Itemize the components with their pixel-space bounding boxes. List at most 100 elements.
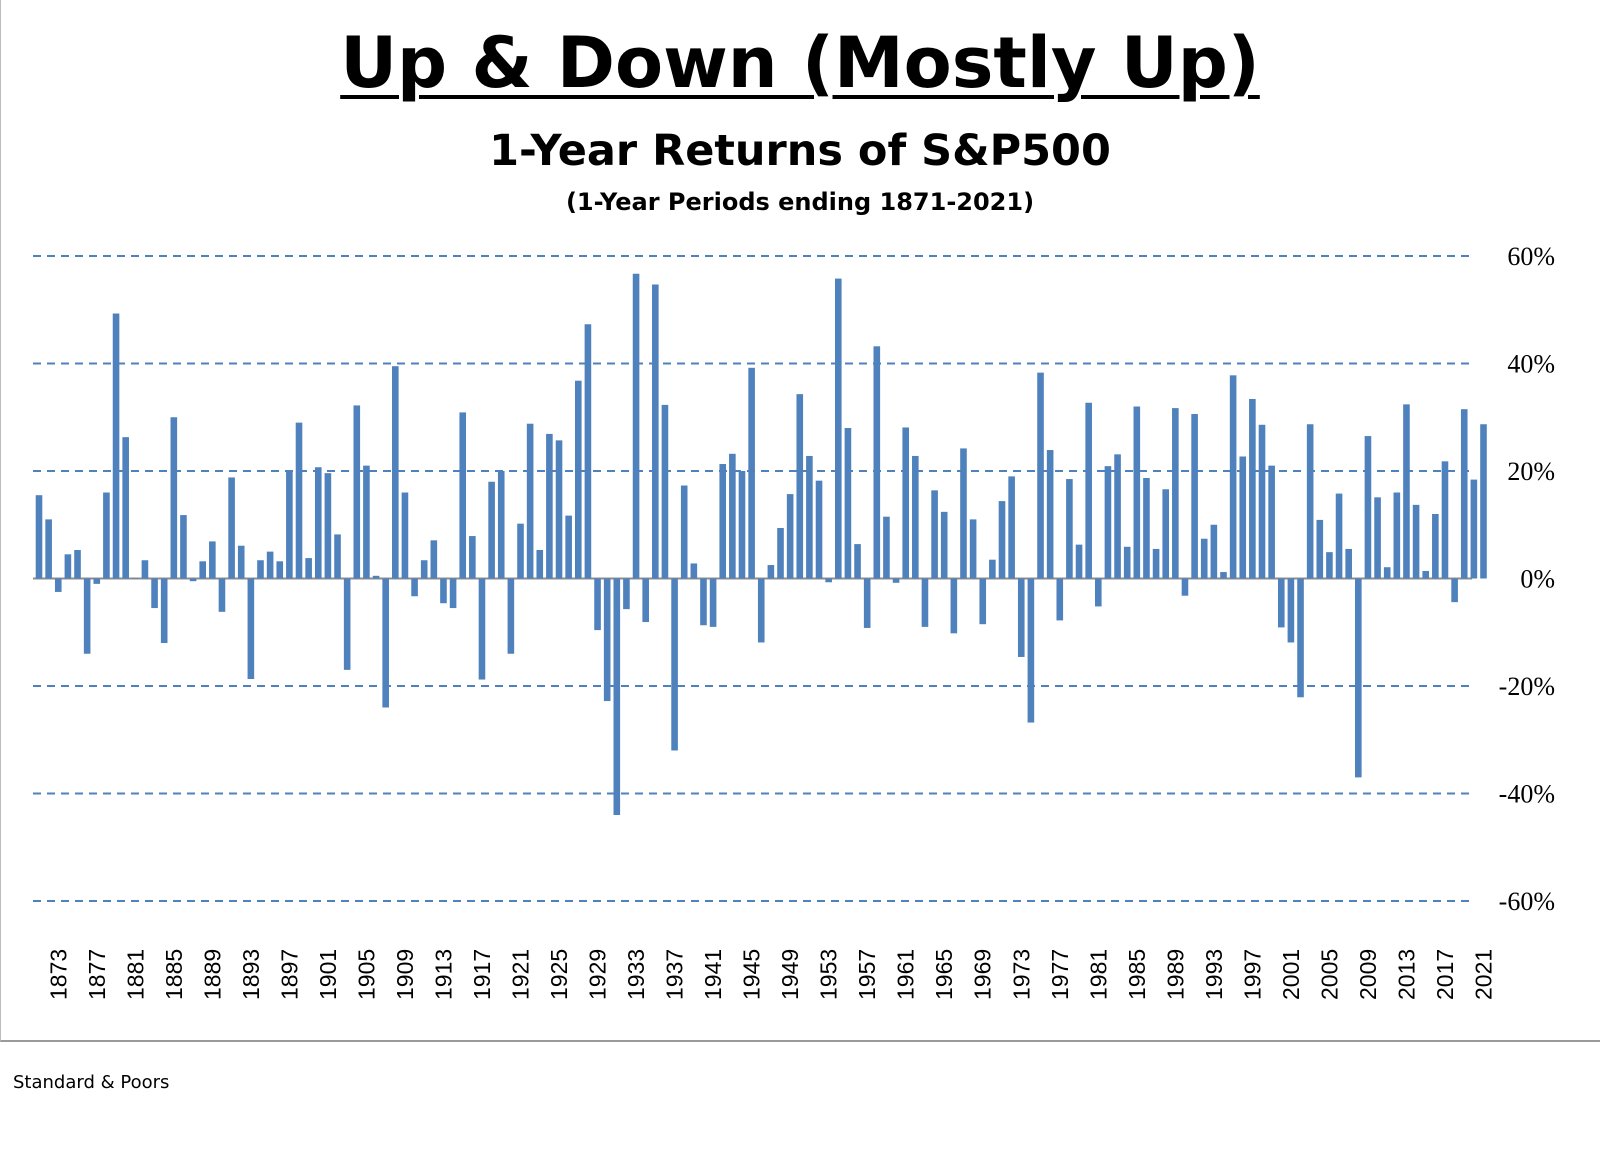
bar-1881 [132,578,139,579]
bar-1940 [700,578,707,626]
bar-1913 [440,578,447,604]
bar-1933 [632,273,640,579]
bar-2012 [1393,492,1401,579]
bar-1935 [652,284,659,579]
bar-1937 [671,578,678,751]
bar-1995 [1229,375,1237,579]
bar-1889 [209,541,216,579]
bar-2011 [1383,567,1391,579]
bar-1983 [1114,454,1121,579]
bar-1926 [565,515,572,579]
bar-1974 [1027,578,1035,723]
bar-1924 [546,433,553,579]
bar-1883 [151,578,158,609]
bar-1981 [1095,578,1102,607]
bar-1948 [777,527,784,579]
bar-1875 [74,550,81,579]
bar-1905 [363,465,370,579]
bar-1996 [1239,456,1247,579]
bar-1964 [931,490,938,579]
bar-2010 [1374,497,1381,579]
bar-1955 [844,428,852,579]
y-tick-label: -20% [1499,672,1555,701]
bar-1994 [1220,572,1227,579]
bar-2015 [1422,570,1430,579]
x-tick-label: 1965 [931,949,957,1000]
bar-1923 [536,550,544,579]
bar-1980 [1085,402,1092,579]
bar-1898 [295,422,303,579]
bar-1993 [1210,524,1218,579]
x-tick-label: 2021 [1471,949,1497,1000]
bar-2014 [1412,504,1420,579]
chart-title: Up & Down (Mostly Up) [340,22,1260,104]
bar-1899 [305,558,312,579]
bar-1878 [103,492,110,579]
bar-1886 [180,515,187,579]
bar-1956 [854,544,861,579]
bar-1997 [1249,398,1256,579]
bar-1953 [825,578,832,583]
bar-1973 [1017,578,1025,657]
bar-1921 [517,523,524,579]
bar-1888 [199,561,207,579]
x-tick-label: 1961 [893,949,919,1000]
x-tick-label: 2017 [1432,949,1458,1000]
chart-subtitle: 1-Year Returns of S&P500 [489,126,1111,176]
y-axis-tick-labels: 60% 40% 20% 0% -20% -40% -60% [1499,242,1555,916]
x-tick-label: 1957 [854,949,880,1000]
y-tick-label: 20% [1507,457,1555,486]
x-tick-label: 1977 [1047,949,1073,1000]
bar-1911 [420,560,428,579]
x-tick-label: 1953 [816,949,842,1000]
bar-1976 [1046,450,1054,579]
chart-plot-area: 60% 40% 20% 0% -20% -40% -60% 1873 1877 1881 1885… [33,242,1555,1000]
bar-1934 [642,578,649,623]
bar-1893 [247,578,255,680]
bar-1942 [719,464,727,579]
x-tick-label: 1989 [1162,949,1188,1000]
bar-1880 [122,437,129,579]
bar-2008 [1355,578,1362,778]
bar-1914 [449,578,457,609]
bar-1992 [1200,538,1208,579]
bar-1897 [286,471,293,579]
bar-1970 [989,559,996,579]
chart-period-note: (1-Year Periods ending 1871-2021) [565,188,1035,216]
bar-1890 [218,578,226,612]
bar-2009 [1364,436,1372,579]
bar-1977 [1056,578,1064,621]
bar-2018 [1451,578,1458,603]
bar-1947 [767,565,775,579]
bar-1874 [64,554,72,579]
bar-1873 [54,578,62,592]
source-note: Standard & Poors [13,1072,170,1093]
x-tick-label: 2001 [1278,949,1304,1000]
bar-2000 [1277,578,1285,628]
bar-1929 [594,578,601,631]
bar-1915 [459,412,467,579]
bar-1946 [757,578,765,643]
bar-1887 [189,578,197,582]
bar-1894 [257,560,264,579]
bar-1917 [478,578,486,680]
bar-1872 [45,519,52,579]
bar-1906 [372,575,380,579]
bar-1892 [237,545,245,579]
bar-1879 [112,313,120,579]
bar-1920 [507,578,515,654]
x-tick-label: 1993 [1201,949,1227,1000]
bar-1932 [623,578,630,610]
bar-1927 [574,380,582,579]
bar-1988 [1162,489,1170,579]
bars [35,273,1487,815]
bar-1972 [1008,476,1015,579]
bar-1951 [806,455,813,579]
bar-1901 [324,473,332,579]
bar-1909 [401,492,409,579]
bar-1979 [1075,544,1083,579]
bar-1986 [1143,477,1150,579]
bar-1896 [276,561,284,579]
bar-1877 [93,578,101,584]
x-axis-tick-labels: 1873 1877 1881 1885 1889 1893 1897 1901 1905 1909… [45,949,1496,1000]
